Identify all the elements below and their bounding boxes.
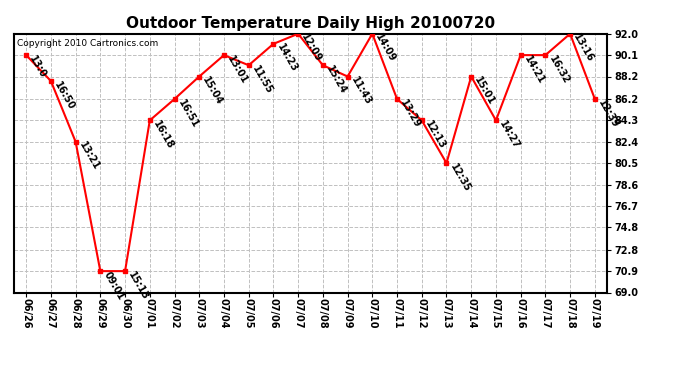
Title: Outdoor Temperature Daily High 20100720: Outdoor Temperature Daily High 20100720	[126, 16, 495, 31]
Text: 13:21: 13:21	[77, 140, 101, 172]
Text: 13:29: 13:29	[398, 98, 422, 129]
Text: 12:13: 12:13	[423, 119, 447, 151]
Text: 14:27: 14:27	[497, 119, 522, 151]
Text: 14:23: 14:23	[275, 42, 299, 74]
Text: 11:43: 11:43	[349, 75, 373, 107]
Text: Copyright 2010 Cartronics.com: Copyright 2010 Cartronics.com	[17, 39, 158, 48]
Text: 13:0: 13:0	[28, 54, 48, 80]
Text: 09:01: 09:01	[101, 270, 126, 302]
Text: 13:16: 13:16	[571, 32, 595, 64]
Text: 15:04: 15:04	[201, 75, 225, 107]
Text: 12:09: 12:09	[299, 32, 324, 64]
Text: 14:21: 14:21	[522, 54, 546, 86]
Text: 15:24: 15:24	[324, 64, 348, 96]
Text: 15:01: 15:01	[473, 75, 497, 107]
Text: 16:18: 16:18	[151, 119, 175, 151]
Text: 11:55: 11:55	[250, 64, 274, 96]
Text: 12:39: 12:39	[596, 98, 620, 129]
Text: 16:51: 16:51	[176, 98, 200, 129]
Text: 16:50: 16:50	[52, 80, 77, 111]
Text: 14:09: 14:09	[374, 32, 398, 64]
Text: 12:35: 12:35	[448, 162, 472, 194]
Text: 16:32: 16:32	[546, 54, 571, 86]
Text: 13:01: 13:01	[226, 54, 250, 86]
Text: 15:13: 15:13	[126, 270, 150, 302]
